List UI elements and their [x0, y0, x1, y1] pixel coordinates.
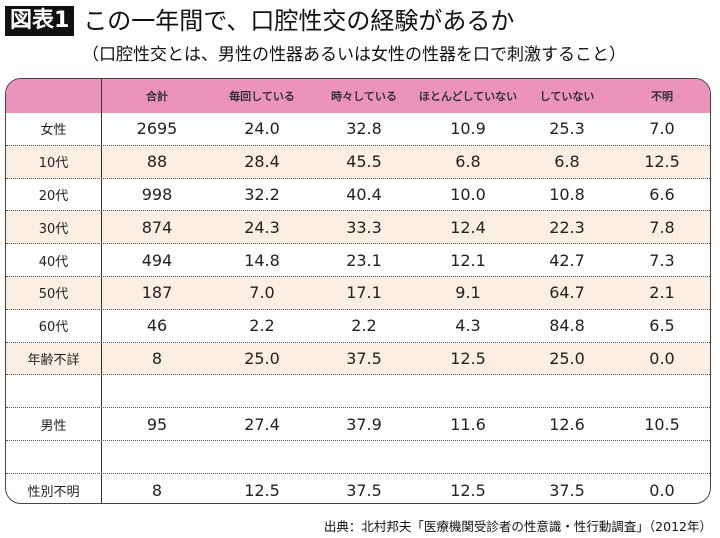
table-cell: 40.4: [346, 184, 382, 204]
row-label: 30代: [6, 211, 102, 244]
table-cell: 9.1: [455, 283, 481, 303]
table-cell: 7.0: [649, 119, 675, 139]
column-header: 時々している: [331, 90, 397, 103]
column-header: 不明: [651, 90, 673, 103]
header-corner-cell: [6, 79, 102, 113]
table-cell: 10.5: [644, 414, 680, 434]
table-cell: 11.6: [450, 414, 486, 434]
table-cell: 42.7: [549, 250, 585, 270]
table-cell: 28.4: [244, 152, 280, 172]
table-cell: 24.3: [244, 217, 280, 237]
table-cell: 12.4: [450, 217, 486, 237]
row-label: 50代: [6, 276, 102, 309]
table-cell: 24.0: [244, 119, 280, 139]
table-cell: 14.8: [244, 250, 280, 270]
subtitle: （口腔性交とは、男性の性器あるいは女性の性器を口で刺激すること）: [82, 45, 626, 65]
row-label: 女性: [6, 113, 102, 145]
table-row: [6, 440, 710, 474]
table-cell: 4.3: [455, 316, 481, 336]
table-cell: 0.0: [649, 348, 675, 368]
table-cell: 45.5: [346, 152, 382, 172]
table-cell: 8: [151, 348, 163, 368]
column-header: 合計: [146, 90, 168, 103]
table-cell: 25.3: [549, 119, 585, 139]
title-block: 図表1 この一年間で、口腔性交の経験があるか: [5, 6, 514, 36]
row-label: 60代: [6, 309, 102, 342]
table-cell: 494: [141, 250, 173, 270]
table-cell: 2695: [136, 119, 178, 139]
row-label: 性別不明: [6, 473, 102, 503]
table-cell: 8: [151, 480, 163, 500]
row-label: 10代: [6, 145, 102, 178]
table-cell: 22.3: [549, 217, 585, 237]
table-cell: 12.5: [450, 348, 486, 368]
table-cell: 6.6: [649, 184, 675, 204]
row-label: 20代: [6, 178, 102, 211]
column-header: ほとんどしていない: [418, 90, 518, 103]
table-cell: 7.3: [649, 250, 675, 270]
table-row: [6, 375, 710, 409]
figure-badge: 図表1: [5, 6, 75, 36]
table-cell: 7.0: [249, 283, 275, 303]
table-cell: 2.2: [249, 316, 275, 336]
row-label: [6, 440, 102, 473]
row-label: 男性: [6, 408, 102, 440]
table-cell: 874: [141, 217, 173, 237]
table-cell: 12.5: [244, 480, 280, 500]
table-cell: 10.8: [549, 184, 585, 204]
table-cell: 37.5: [346, 480, 382, 500]
table-cell: 2.2: [351, 316, 377, 336]
table-cell: 46: [146, 316, 168, 336]
table-cell: 187: [141, 283, 173, 303]
column-header: していない: [539, 90, 595, 103]
row-label: [6, 375, 102, 408]
table-cell: 32.2: [244, 184, 280, 204]
column-header: 毎回している: [229, 90, 295, 103]
table-cell: 2.1: [649, 283, 675, 303]
table-cell: 33.3: [346, 217, 382, 237]
table-row: 性別不明 8 12.5 37.5 12.5 37.5 0.0: [6, 473, 710, 503]
table-row: 10代 88 28.4 45.5 6.8 6.8 12.5: [6, 145, 710, 179]
table-cell: 7.8: [649, 217, 675, 237]
table-cell: 37.5: [549, 480, 585, 500]
table-cell: 12.5: [644, 152, 680, 172]
table-cell: 12.1: [450, 250, 486, 270]
table-row: 男性 95 27.4 37.9 11.6 12.6 10.5: [6, 408, 710, 441]
table-cell: 17.1: [346, 283, 382, 303]
table-row: 20代 998 32.2 40.4 10.0 10.8 6.6: [6, 178, 710, 212]
table-row: 50代 187 7.0 17.1 9.1 64.7 2.1: [6, 276, 710, 310]
table-cell: 6.8: [554, 152, 580, 172]
table-cell: 23.1: [346, 250, 382, 270]
table-cell: 95: [146, 414, 168, 434]
table-row: 女性 2695 24.0 32.8 10.9 25.3 7.0: [6, 113, 710, 146]
table-cell: 6.5: [649, 316, 675, 336]
table-cell: 25.0: [244, 348, 280, 368]
table-cell: 10.0: [450, 184, 486, 204]
table-cell: 6.8: [455, 152, 481, 172]
table-cell: 37.9: [346, 414, 382, 434]
table-cell: 998: [141, 184, 173, 204]
table-row: 年齢不詳 8 25.0 37.5 12.5 25.0 0.0: [6, 342, 710, 376]
table-header-row: 合計 毎回している 時々している ほとんどしていない していない 不明: [6, 79, 710, 113]
table-row: 30代 874 24.3 33.3 12.4 22.3 7.8: [6, 211, 710, 245]
table-cell: 64.7: [549, 283, 585, 303]
table-cell: 12.5: [450, 480, 486, 500]
source-note: 出典：北村邦夫「医療機関受診者の性意識・性行動調査」（2012年）: [323, 519, 712, 534]
table-cell: 12.6: [549, 414, 585, 434]
data-table: 合計 毎回している 時々している ほとんどしていない していない 不明 女性 2695 24.…: [5, 78, 711, 504]
page-title: この一年間で、口腔性交の経験があるか: [83, 7, 515, 35]
table-row: 60代 46 2.2 2.2 4.3 84.8 6.5: [6, 309, 710, 343]
table-cell: 25.0: [549, 348, 585, 368]
table-cell: 84.8: [549, 316, 585, 336]
table-cell: 88: [146, 152, 168, 172]
table-cell: 10.9: [450, 119, 486, 139]
table-cell: 37.5: [346, 348, 382, 368]
table-cell: 32.8: [346, 119, 382, 139]
table-cell: 0.0: [649, 480, 675, 500]
row-label: 40代: [6, 244, 102, 276]
row-label: 年齢不詳: [6, 342, 102, 375]
table-cell: 27.4: [244, 414, 280, 434]
table-row: 40代 494 14.8 23.1 12.1 42.7 7.3: [6, 244, 710, 277]
